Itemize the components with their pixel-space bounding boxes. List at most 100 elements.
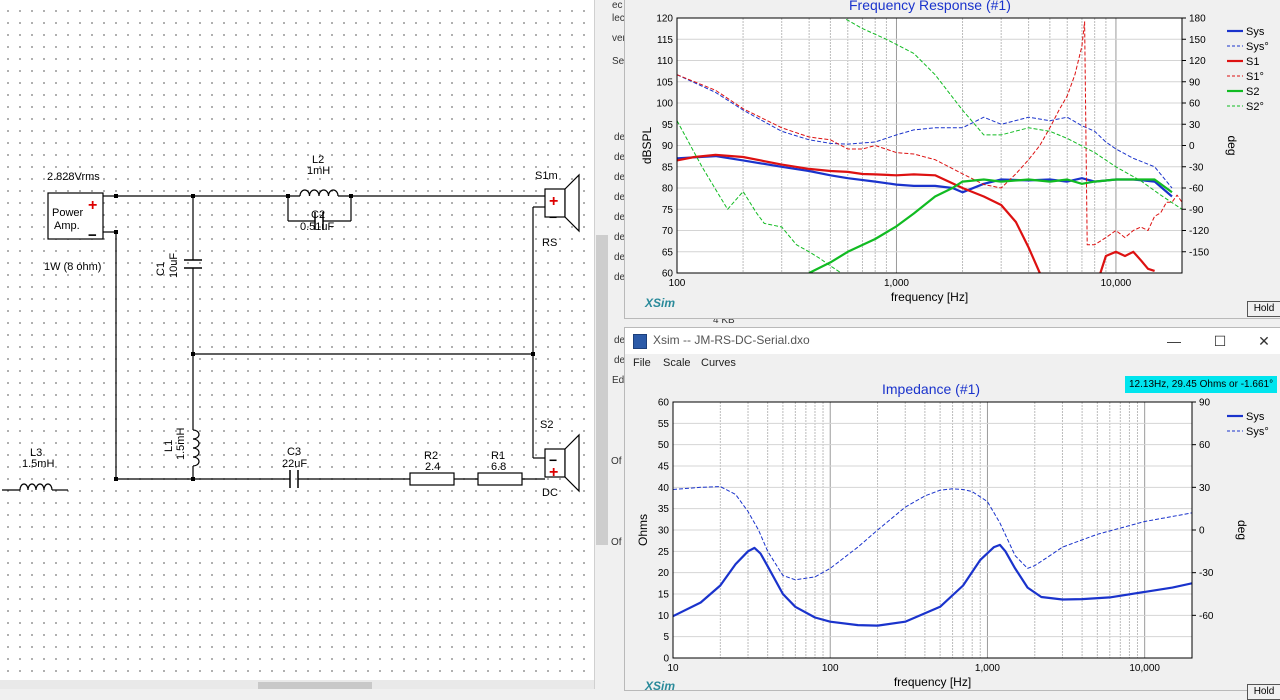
s1-name: S1m [535, 170, 558, 182]
s2-name: S2 [540, 419, 553, 431]
imp-y2tick-label: -60 [1199, 611, 1214, 622]
impedance-menubar: File Scale Curves [625, 354, 1280, 374]
freq-legend-label: S2 [1246, 86, 1259, 98]
s2-minus: − [549, 452, 557, 468]
freq-xlabel: frequency [Hz] [891, 290, 968, 304]
imp-ytick-label: 15 [658, 590, 670, 601]
bg-label: de [614, 355, 626, 366]
bg-label: ec [612, 0, 623, 11]
freq-y2tick-label: 60 [1189, 99, 1201, 110]
l3-value: 1.5mH [22, 458, 54, 470]
freq-y2tick-label: 120 [1189, 56, 1206, 67]
cursor-readout: 12.13Hz, 29.45 Ohms or -1.661° [1125, 376, 1278, 393]
imp-ytick-label: 55 [658, 419, 670, 430]
s1-plus: + [549, 193, 558, 210]
c2-name: C2 [311, 209, 325, 221]
s2-plus: + [549, 464, 558, 481]
imp-xsim-logo: XSim [645, 679, 676, 693]
menu-curves[interactable]: Curves [701, 357, 736, 369]
freq-y2tick-label: -90 [1189, 205, 1204, 216]
bg-label: Sel [612, 56, 627, 67]
imp-xtick-label: 100 [822, 663, 839, 674]
freq-series-line [845, 18, 1182, 210]
imp-y2tick-label: 60 [1199, 440, 1211, 451]
source-label-2: Amp. [54, 220, 80, 232]
imp-y2tick-label: 30 [1199, 483, 1211, 494]
freq-ytick-label: 80 [662, 184, 674, 195]
menu-scale[interactable]: Scale [663, 357, 691, 369]
schematic-horizontal-scroll-thumb[interactable] [258, 682, 372, 689]
freq-y2tick-label: 150 [1189, 35, 1206, 46]
window-title: Xsim -- JM-RS-DC-Serial.dxo [653, 333, 810, 347]
imp-ytick-label: 5 [663, 632, 669, 643]
imp-xtick-label: 10 [667, 663, 679, 674]
frequency-response-window[interactable]: Frequency Response (#1) 60 65 70 75 80 85 90 95… [624, 0, 1280, 319]
freq-chart[interactable]: 60 65 70 75 80 85 90 95 100 105 110 115 120 -150 -120 -… [625, 0, 1280, 318]
freq-legend-label: S1° [1246, 71, 1264, 83]
c1-name: C1 [155, 262, 167, 276]
l1-value: 1.5mH [175, 428, 187, 460]
imp-hold-button[interactable]: Hold [1247, 684, 1280, 700]
freq-y2label: deg [1225, 135, 1239, 155]
freq-hold-button[interactable]: Hold [1247, 301, 1280, 317]
freq-ytick-label: 110 [657, 56, 673, 67]
bg-label: de [614, 272, 626, 283]
bg-file-size: 4 KB [713, 315, 735, 326]
bg-label: de [614, 192, 626, 203]
freq-xtick-label: 100 [669, 278, 686, 289]
maximize-icon[interactable]: ☐ [1213, 333, 1227, 349]
l2-value: 1mH [307, 165, 330, 177]
imp-legend-label: Sys° [1246, 426, 1269, 438]
freq-ytick-label: 70 [662, 226, 674, 237]
imp-xtick-label: 1,000 [975, 663, 1000, 674]
impedance-titlebar[interactable]: Xsim -- JM-RS-DC-Serial.dxo — ☐ ✕ [625, 328, 1280, 354]
schematic-vertical-scroll-thumb[interactable] [596, 235, 608, 545]
s1-minus: − [549, 209, 557, 225]
c3-value: 22uF [282, 458, 307, 470]
imp-plot-frame [672, 401, 1193, 659]
freq-ytick-label: 85 [662, 162, 674, 173]
c2-value: 0.51uF [300, 221, 335, 233]
freq-legend-label: Sys [1246, 26, 1265, 38]
bg-label: de [614, 232, 626, 243]
freq-y2tick-label: -150 [1189, 247, 1209, 258]
imp-plot-title: Impedance (#1) [882, 381, 981, 397]
impedance-window[interactable]: Xsim -- JM-RS-DC-Serial.dxo — ☐ ✕ File S… [624, 327, 1280, 700]
bg-label: de [614, 152, 626, 163]
bg-label: lect [612, 13, 628, 24]
bg-label: Of [611, 537, 622, 548]
r2-value: 2.4 [425, 461, 440, 473]
freq-xsim-logo: XSim [645, 296, 676, 310]
freq-y2tick-label: -60 [1189, 184, 1204, 195]
imp-ytick-label: 50 [658, 440, 670, 451]
source-minus: − [88, 227, 97, 244]
source-label-1: Power [52, 207, 84, 219]
minimize-icon[interactable]: — [1167, 333, 1181, 349]
schematic-canvas[interactable]: 2.828Vrms Power Amp. + − 1W (8 ohm) L2 1… [0, 0, 594, 689]
l3-name: L3 [30, 447, 42, 459]
bg-label: de [614, 132, 626, 143]
bg-label: de [614, 335, 626, 346]
freq-series-line [808, 178, 1173, 273]
impedance-chart[interactable]: 0 5 10 15 20 25 30 35 40 45 50 55 60 -60 -30 0 30 60 90 10 1… [625, 328, 1280, 690]
freq-ytick-label: 105 [656, 77, 673, 88]
bg-label: de [614, 212, 626, 223]
freq-y2tick-label: 0 [1189, 141, 1195, 152]
freq-ytick-label: 95 [662, 120, 674, 131]
freq-series-line [1099, 250, 1155, 273]
freq-y2tick-label: -30 [1189, 162, 1204, 173]
r1-name: R1 [491, 450, 505, 462]
freq-legend-label: Sys° [1246, 41, 1269, 53]
freq-ytick-label: 65 [662, 247, 674, 258]
freq-ylabel: dBSPL [640, 126, 654, 164]
imp-xtick-label: 10,000 [1129, 663, 1160, 674]
freq-plot-frame [676, 17, 1183, 274]
source-plus: + [88, 197, 97, 214]
source-voltage: 2.828Vrms [47, 171, 100, 183]
l1-name: L1 [163, 440, 175, 452]
freq-y2tick-label: 30 [1189, 120, 1201, 131]
close-icon[interactable]: ✕ [1258, 333, 1270, 349]
menu-file[interactable]: File [633, 357, 651, 369]
c3-name: C3 [287, 446, 301, 458]
bg-label: vert [612, 33, 629, 44]
